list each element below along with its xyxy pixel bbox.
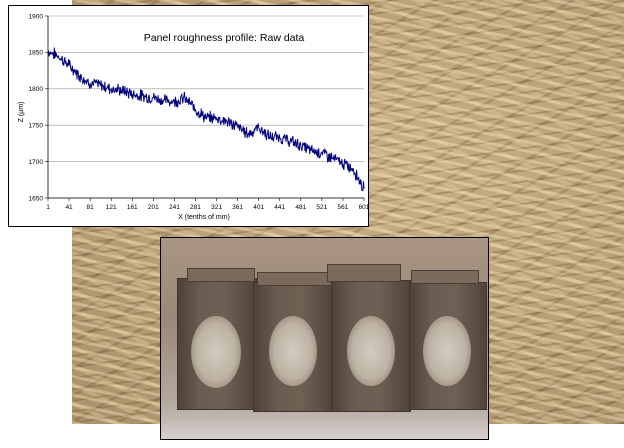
chart-title: Panel roughness profile: Raw data	[144, 32, 305, 44]
roughness-chart: 1 41 81 121 161 201 241 281 321 361 401 441 481 521 56…	[8, 5, 370, 227]
specimen-oval-1	[191, 316, 241, 388]
y-tick-label-1900: 1900	[29, 13, 44, 20]
axes	[47, 16, 364, 199]
x-tick-label-441: 441	[274, 204, 285, 211]
y-tick-labels: 1650 1700 1750 1800 1850 1900	[29, 13, 48, 202]
x-tick-label-41: 41	[65, 204, 73, 211]
x-tick-label-81: 81	[87, 204, 95, 211]
y-tick-label-1650: 1650	[29, 195, 44, 202]
specimen-block-1-top	[187, 268, 255, 282]
y-tick-label-1750: 1750	[29, 123, 44, 130]
specimen-block-4-top	[411, 270, 479, 284]
x-tick-label-241: 241	[169, 204, 180, 211]
specimen-block-1	[177, 278, 257, 410]
roughness-series-line	[47, 47, 365, 192]
table-surface	[161, 409, 488, 439]
specimen-blocks-photo	[160, 237, 489, 440]
x-tick-label-401: 401	[253, 204, 264, 211]
x-tick-label-281: 281	[190, 204, 201, 211]
specimen-block-3-top	[327, 264, 401, 282]
x-axis-title: X (tenths of mm)	[178, 214, 230, 221]
specimen-oval-3	[347, 316, 395, 386]
specimen-oval-2	[269, 316, 317, 386]
x-tick-label-121: 121	[106, 204, 117, 211]
x-tick-label-601: 601	[359, 204, 370, 211]
x-tick-label-561: 561	[338, 204, 349, 211]
x-tick-labels: 1 41 81 121 161 201 241 281 321 361 401 441 481 521 56…	[46, 198, 370, 211]
specimen-block-2-top	[257, 272, 333, 286]
x-tick-label-201: 201	[148, 204, 159, 211]
x-tick-label-521: 521	[316, 204, 327, 211]
y-axis-title: Z (µm)	[18, 102, 25, 123]
x-tick-label-1: 1	[46, 204, 50, 211]
y-tick-label-1800: 1800	[29, 86, 44, 93]
specimen-oval-4	[423, 316, 471, 386]
x-tick-label-161: 161	[127, 204, 138, 211]
x-tick-label-321: 321	[211, 204, 222, 211]
x-tick-label-361: 361	[232, 204, 243, 211]
x-tick-label-481: 481	[295, 204, 306, 211]
y-tick-label-1700: 1700	[29, 159, 44, 166]
chart-canvas: 1 41 81 121 161 201 241 281 321 361 401 441 481 521 56…	[18, 13, 370, 221]
y-tick-label-1850: 1850	[29, 50, 44, 57]
